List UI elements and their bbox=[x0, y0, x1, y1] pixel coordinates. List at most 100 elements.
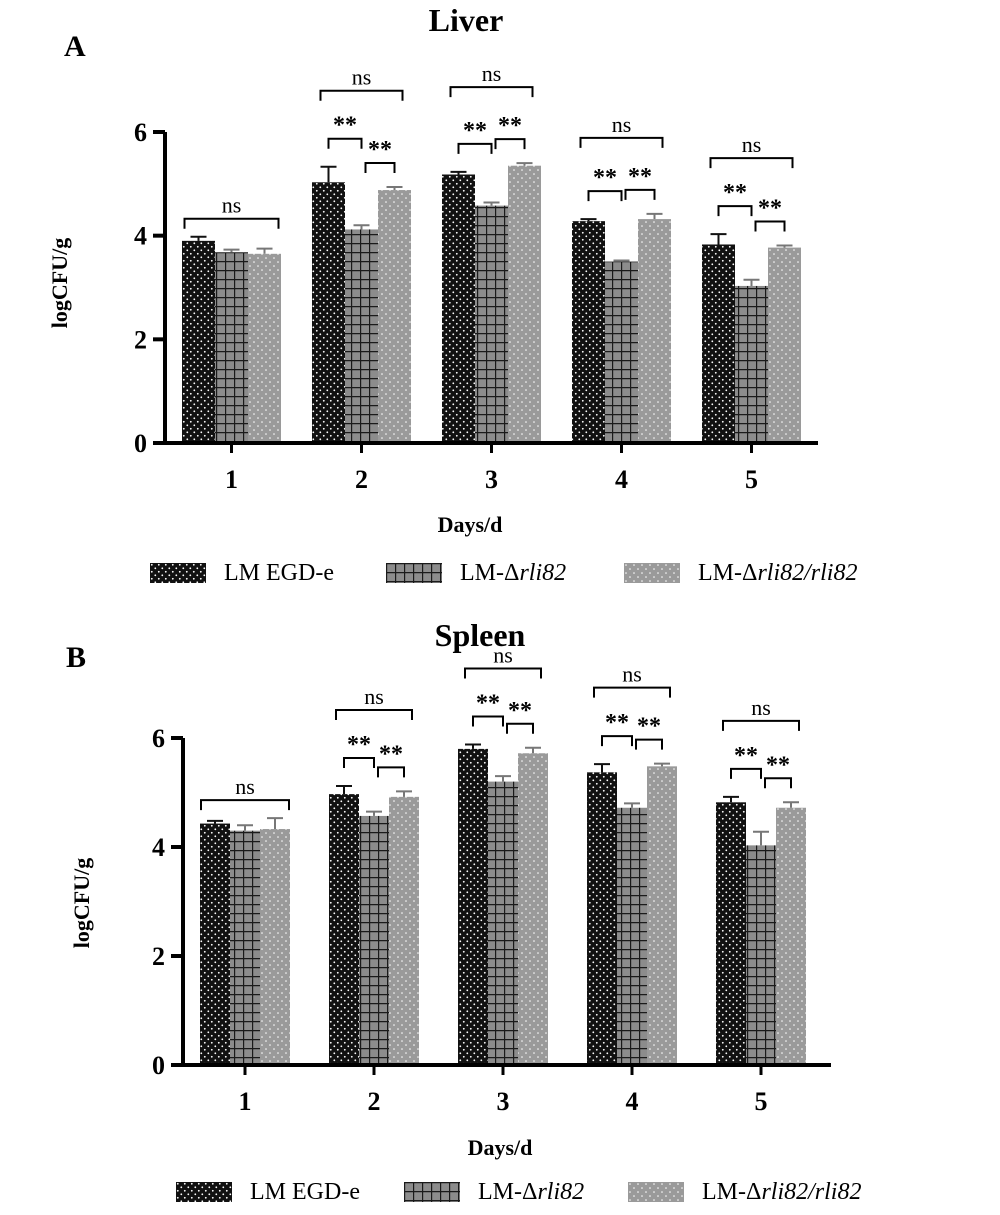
bar-chart-spleen: 1 2 3 4 5 0 2 4 6 ns ** ** ns ** ** ns ** ** ns ** ** ns bbox=[152, 643, 831, 1116]
error-bar-day-4-lm-delta-rli82-rli82 bbox=[654, 762, 670, 767]
error-bar-day-3-lm-egd-e bbox=[465, 743, 481, 749]
panel-letter-b: B bbox=[66, 641, 87, 674]
significance-bracket-day-5-egd-vs-delta: ** bbox=[717, 180, 753, 217]
x-tick-label-4: 4 bbox=[626, 1087, 639, 1116]
svg-text:**: ** bbox=[605, 710, 629, 736]
panel-letter-a: A bbox=[64, 30, 86, 63]
bar-day-2-lm-egd-e bbox=[329, 794, 359, 1065]
legend-item-lm-egd-e: LM EGD-e bbox=[176, 1175, 360, 1209]
legend-item-lm-delta-rli82-rli82: LM-Δrli82/rli82 bbox=[628, 1175, 861, 1209]
significance-bracket-day-4-ns: ns bbox=[593, 662, 671, 698]
bar-day-4-lm-egd-e bbox=[587, 772, 617, 1065]
svg-text:ns: ns bbox=[493, 643, 513, 668]
bar-day-5-lm-delta-rli82 bbox=[746, 845, 776, 1065]
significance-bracket-day-2-egd-vs-delta: ** bbox=[343, 732, 375, 768]
bar-day-2-lm-delta-rli82-rli82 bbox=[378, 190, 411, 443]
significance-bracket-day-5-egd-vs-delta: ** bbox=[730, 743, 762, 779]
legend-label-lm-delta-rli82-rli82: LM-Δrli82/rli82 bbox=[698, 559, 858, 586]
bar-day-3-lm-delta-rli82 bbox=[488, 781, 518, 1065]
error-bar-day-3-lm-delta-rli82-rli82 bbox=[525, 746, 541, 754]
y-tick-label-0: 0 bbox=[152, 1051, 165, 1080]
bar-day-4-lm-delta-rli82-rli82 bbox=[638, 219, 671, 443]
chart-title-spleen: Spleen bbox=[434, 617, 526, 653]
error-bar-day-2-lm-egd-e bbox=[320, 165, 337, 183]
bar-day-1-lm-delta-rli82-rli82 bbox=[248, 253, 281, 443]
error-bar-day-1-lm-delta-rli82 bbox=[237, 824, 253, 831]
significance-bracket-day-4-egd-vs-delta: ** bbox=[587, 165, 623, 202]
svg-text:ns: ns bbox=[742, 132, 762, 157]
y-tick-label-4: 4 bbox=[134, 222, 147, 251]
svg-text:**: ** bbox=[593, 165, 617, 191]
svg-text:**: ** bbox=[476, 691, 500, 717]
legend-item-lm-delta-rli82: LM-Δrli82 bbox=[404, 1175, 584, 1209]
significance-bracket-day-4-delta-vs-complement: ** bbox=[624, 164, 656, 200]
bar-chart-liver: 1 2 3 4 5 0 2 4 6 ns ** ** ns ** ** ns ** ** ns ** ** ns bbox=[134, 61, 818, 494]
significance-bracket-day-1-ns: ns bbox=[200, 774, 290, 811]
legend-label-lm-egd-e: LM EGD-e bbox=[224, 559, 334, 586]
chart-panel-liver: A Liver logCFU/g Days/d 1 2 3 4 5 0 2 4 6 ns ** ** n… bbox=[0, 0, 1000, 600]
error-bar-day-1-lm-delta-rli82 bbox=[223, 248, 240, 253]
error-bar-day-2-lm-delta-rli82 bbox=[366, 810, 382, 816]
x-tick-label-4: 4 bbox=[615, 465, 628, 494]
bar-day-4-lm-delta-rli82-rli82 bbox=[647, 766, 677, 1065]
legend-swatch-lm-delta-rli82 bbox=[386, 563, 442, 583]
svg-text:**: ** bbox=[508, 698, 532, 724]
error-bar-day-4-lm-delta-rli82 bbox=[613, 259, 630, 262]
bar-day-1-lm-delta-rli82 bbox=[215, 252, 248, 443]
significance-bracket-day-1-ns: ns bbox=[183, 193, 280, 229]
x-axis-label-spleen: Days/d bbox=[467, 1135, 533, 1160]
svg-text:**: ** bbox=[347, 732, 371, 758]
legend-liver: LM EGD-e LM-Δrli82 LM-Δrli82/rli82 bbox=[150, 556, 910, 590]
svg-text:ns: ns bbox=[482, 61, 502, 86]
svg-text:**: ** bbox=[379, 741, 403, 767]
legend-label-lm-delta-rli82-rli82: LM-Δrli82/rli82 bbox=[702, 1178, 862, 1205]
significance-bracket-day-2-ns: ns bbox=[319, 65, 404, 101]
bar-day-3-lm-egd-e bbox=[458, 748, 488, 1065]
bar-day-2-lm-delta-rli82 bbox=[359, 815, 389, 1065]
significance-bracket-day-2-ns: ns bbox=[335, 684, 413, 720]
significance-bracket-day-5-delta-vs-complement: ** bbox=[754, 196, 786, 232]
bar-day-1-lm-delta-rli82 bbox=[230, 830, 260, 1065]
significance-bracket-day-3-ns: ns bbox=[449, 61, 534, 98]
error-bar-day-1-lm-egd-e bbox=[207, 819, 223, 824]
svg-text:ns: ns bbox=[352, 65, 372, 90]
svg-text:ns: ns bbox=[622, 662, 642, 687]
legend-label-lm-delta-rli82: LM-Δrli82 bbox=[460, 559, 567, 586]
svg-text:**: ** bbox=[637, 714, 661, 740]
bar-day-4-lm-delta-rli82 bbox=[617, 807, 647, 1065]
error-bar-day-3-lm-delta-rli82-rli82 bbox=[516, 162, 533, 166]
legend-item-lm-delta-rli82-rli82: LM-Δrli82/rli82 bbox=[624, 556, 857, 590]
bar-day-3-lm-delta-rli82 bbox=[475, 205, 508, 443]
x-tick-label-3: 3 bbox=[485, 465, 498, 494]
svg-text:ns: ns bbox=[222, 193, 242, 218]
significance-bracket-day-3-delta-vs-complement: ** bbox=[494, 113, 526, 150]
error-bar-day-2-lm-delta-rli82-rli82 bbox=[386, 185, 403, 191]
bar-day-5-lm-egd-e bbox=[702, 244, 735, 443]
error-bar-day-5-lm-delta-rli82-rli82 bbox=[776, 244, 793, 248]
error-bar-day-3-lm-delta-rli82 bbox=[495, 775, 511, 782]
svg-text:ns: ns bbox=[612, 112, 632, 137]
bar-day-3-lm-egd-e bbox=[442, 174, 475, 443]
legend-label-lm-delta-rli82: LM-Δrli82 bbox=[478, 1178, 585, 1205]
x-tick-label-2: 2 bbox=[368, 1087, 381, 1116]
chart-title-liver: Liver bbox=[428, 2, 504, 38]
error-bar-day-5-lm-egd-e bbox=[723, 795, 739, 803]
legend-swatch-lm-delta-rli82-rli82 bbox=[624, 563, 680, 583]
svg-text:**: ** bbox=[333, 113, 357, 139]
legend-spleen: LM EGD-e LM-Δrli82 LM-Δrli82/rli82 bbox=[176, 1175, 936, 1209]
y-tick-label-2: 2 bbox=[134, 325, 147, 354]
x-tick-label-5: 5 bbox=[755, 1087, 768, 1116]
bar-day-3-lm-delta-rli82-rli82 bbox=[518, 753, 548, 1065]
svg-text:ns: ns bbox=[364, 684, 384, 709]
significance-bracket-day-3-egd-vs-delta: ** bbox=[457, 118, 493, 154]
error-bar-day-3-lm-egd-e bbox=[450, 170, 467, 175]
legend-label-lm-egd-e: LM EGD-e bbox=[250, 1178, 360, 1205]
svg-text:**: ** bbox=[463, 118, 487, 144]
y-tick-label-6: 6 bbox=[152, 724, 165, 753]
legend-swatch-lm-delta-rli82-rli82 bbox=[628, 1182, 684, 1202]
x-tick-label-5: 5 bbox=[745, 465, 758, 494]
svg-text:**: ** bbox=[758, 196, 782, 222]
x-tick-label-1: 1 bbox=[239, 1087, 252, 1116]
significance-bracket-day-4-delta-vs-complement: ** bbox=[635, 714, 663, 750]
error-bar-day-5-lm-delta-rli82 bbox=[753, 830, 769, 846]
